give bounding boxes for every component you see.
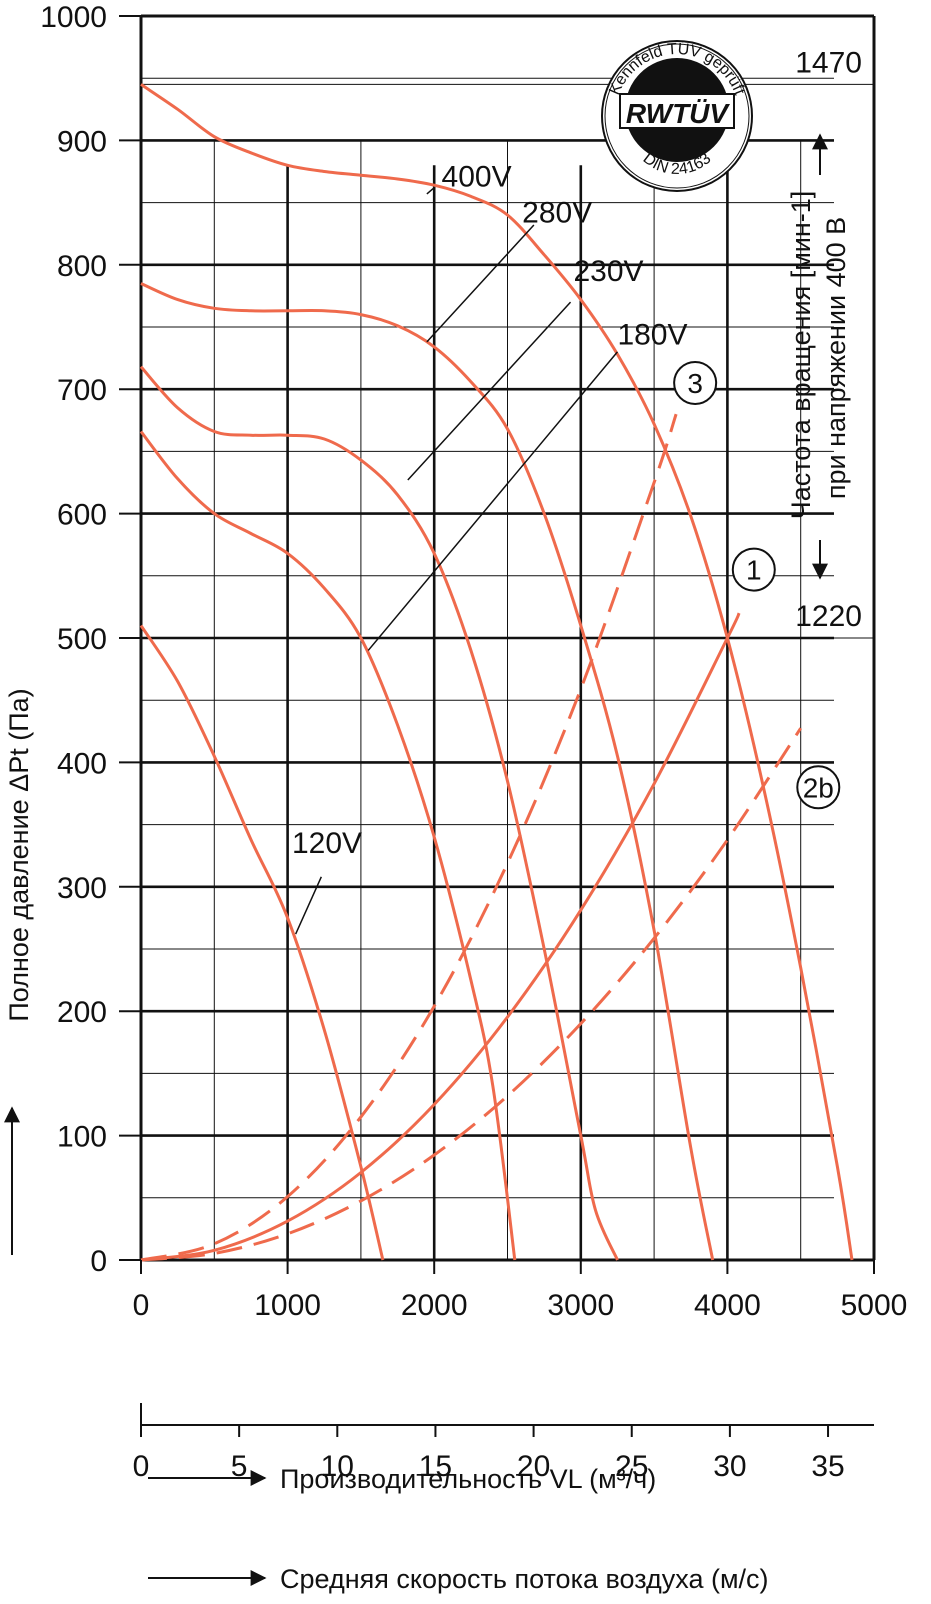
right-axis-label-1: Частота вращения [мин-1] (786, 191, 816, 520)
velocity-tick-label: 35 (811, 1450, 844, 1483)
fan-curve-120V (141, 626, 383, 1260)
x-tick-label: 5000 (841, 1289, 908, 1322)
system-curve-1 (141, 613, 739, 1260)
curve-label-230V: 230V (573, 255, 643, 288)
x-tick-label: 2000 (401, 1289, 468, 1322)
y-tick-label: 100 (57, 1121, 107, 1154)
x-tick-label: 1000 (254, 1289, 321, 1322)
y-tick-label: 400 (57, 747, 107, 780)
system-curve-3 (141, 414, 676, 1260)
curve-label-120V: 120V (292, 827, 362, 860)
y-tick-label: 0 (90, 1245, 107, 1278)
right-axis-label-2: при напряжении 400 В (821, 217, 851, 499)
curve-labels: 400V 280V 230V 180V 120V 1 3 2b (292, 160, 839, 934)
velocity-tick-label: 0 (133, 1450, 150, 1483)
curve-label-180V: 180V (617, 318, 687, 351)
y-axis-label: Полное давление ΔPt (Па) (4, 688, 34, 1021)
tuv-badge: Kennfeld TÜV geprüft DIN 24163 RWTÜV (602, 40, 752, 191)
y-tick-label: 300 (57, 872, 107, 905)
y-tick-label: 800 (57, 250, 107, 283)
velocity-tick-label: 15 (419, 1450, 452, 1483)
curves (141, 84, 852, 1260)
reference-label: 1470 (795, 46, 862, 79)
velocity-tick-label: 5 (231, 1450, 248, 1483)
fan-curve-230V (141, 367, 618, 1260)
badge-logo: RWTÜV (626, 98, 730, 129)
x-tick-label: 3000 (547, 1289, 614, 1322)
curve-label-280V: 280V (522, 197, 592, 230)
y-tick-label: 200 (57, 996, 107, 1029)
velocity-tick-label: 10 (321, 1450, 354, 1483)
y-tick-label: 1000 (40, 1, 107, 34)
grid (141, 78, 834, 1260)
velocity-tick-label: 20 (517, 1450, 550, 1483)
fan-curve-400V (141, 84, 852, 1260)
system-curve-2b (141, 728, 801, 1260)
y-tick-label: 900 (57, 125, 107, 158)
x2-axis-label: Средняя скорость потока воздуха (м/с) (280, 1564, 769, 1594)
system-curve-label-3: 3 (687, 368, 703, 399)
leader-line-230V (408, 302, 571, 480)
system-curve-label-1: 1 (746, 555, 762, 586)
curve-label-400V: 400V (442, 160, 512, 193)
system-curve-label-2b: 2b (803, 772, 834, 803)
velocity-tick-label: 30 (713, 1450, 746, 1483)
y-tick-label: 600 (57, 499, 107, 532)
y-tick-label: 500 (57, 623, 107, 656)
leader-line-280V (427, 225, 534, 342)
velocity-tick-label: 25 (615, 1450, 648, 1483)
leader-line-120V (296, 877, 322, 934)
x-tick-label: 4000 (694, 1289, 761, 1322)
y-tick-label: 700 (57, 374, 107, 407)
x-tick-label: 0 (133, 1289, 150, 1322)
reference-label: 1220 (795, 600, 862, 633)
